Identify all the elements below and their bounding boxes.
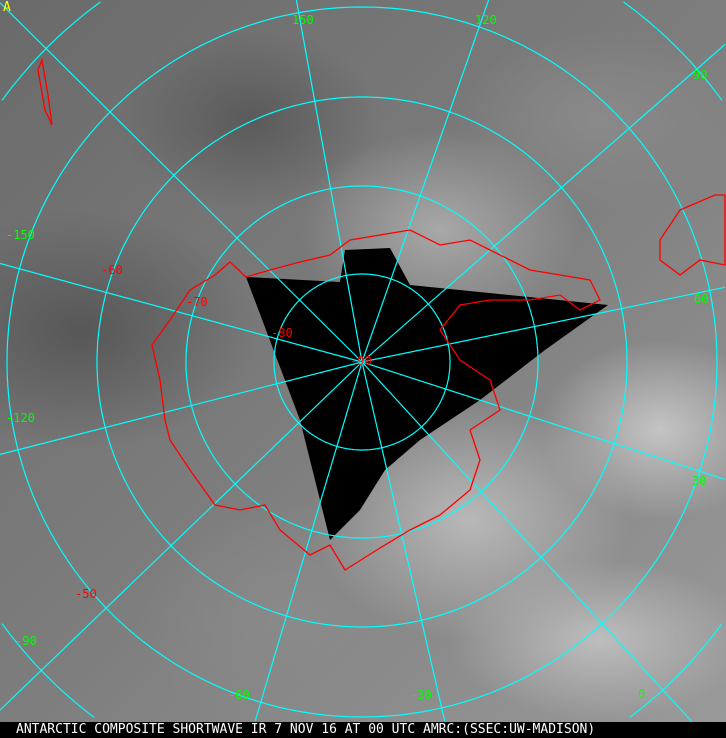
meridian-line [0,262,363,363]
graticule [0,0,726,722]
meridian-line [254,361,363,722]
antarctic-coastline [151,229,601,571]
lon-label-minus60: -60 [228,688,250,702]
meridian-line [0,2,363,363]
latitude-circle [6,6,718,718]
lon-label-60: 60 [694,292,709,306]
lon-label-0: 0 [638,687,646,701]
meridian-line [0,361,363,455]
coastline-south-america [37,57,53,126]
latitude-circle [185,185,539,539]
meridian-line [0,361,363,711]
lon-label-90: 90 [693,68,708,82]
lon-label-minus30: -30 [410,688,432,702]
lon-label-minus120: -120 [6,411,35,425]
latitude-circle [96,96,628,628]
latitude-circle [1,623,95,718]
meridian-line [361,286,726,363]
lon-label-minus90: -90 [15,634,37,648]
coastline-australia [659,194,726,276]
meridian-line [295,0,363,363]
meridian-line [361,44,726,363]
lat-label-minus50: -50 [75,587,97,601]
lat-label-minus70: -70 [186,295,208,309]
no-data-region [246,248,608,540]
lat-label-minus80: -80 [271,326,293,340]
lon-label-150: 150 [292,13,314,27]
lat-label-minus90: -90 [350,354,372,368]
meridian-line [361,0,490,363]
meridian-line [361,361,726,480]
latitude-circle [623,1,723,101]
latitude-circle [273,273,451,451]
meridian-line [361,361,446,722]
meridian-line [361,361,692,722]
image-caption: ANTARCTIC COMPOSITE SHORTWAVE IR 7 NOV 1… [0,722,726,738]
latitude-circle [1,1,101,101]
lat-label-minus60: -60 [101,263,123,277]
lon-label-30: 30 [692,474,707,488]
latitude-circle [629,623,723,718]
map-overlay [0,0,726,722]
lon-label-120: 120 [475,13,497,27]
caption-marker: A [3,0,11,15]
lon-label-minus150: -150 [6,228,35,242]
